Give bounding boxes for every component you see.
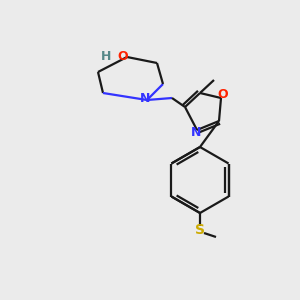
Text: O: O xyxy=(218,88,228,101)
Text: N: N xyxy=(140,92,150,104)
Text: H: H xyxy=(100,50,111,62)
Text: O: O xyxy=(117,50,128,62)
Text: S: S xyxy=(195,223,205,237)
Text: N: N xyxy=(191,125,201,139)
